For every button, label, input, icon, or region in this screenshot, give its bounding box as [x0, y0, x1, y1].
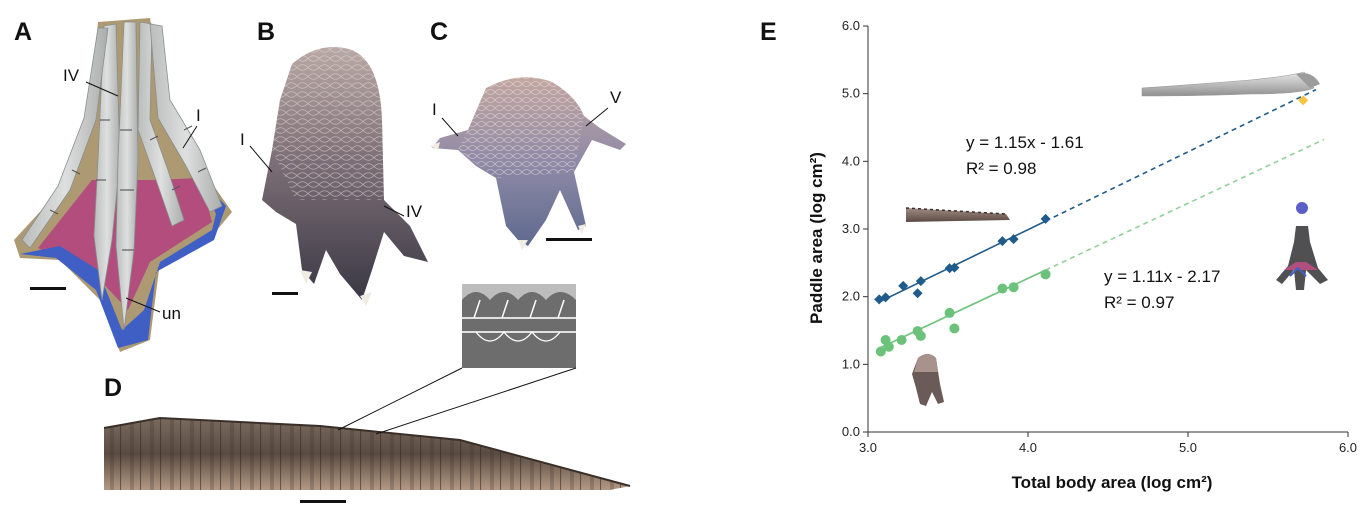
- data-point-circle: [896, 334, 907, 345]
- label-a-digit-i: I: [196, 106, 201, 125]
- data-point-highlight: [1298, 95, 1309, 106]
- panel-b-leaders: [249, 145, 405, 217]
- whale-paddle-illustration: [1141, 71, 1320, 97]
- panel-c-webbed-foot: [430, 77, 626, 250]
- panel-d-tail: [103, 284, 631, 503]
- panel-label-c: C: [430, 18, 449, 46]
- y-tick-label: 2.0: [842, 289, 860, 304]
- data-point-circle: [1040, 269, 1051, 280]
- data-point-circle: [944, 307, 955, 318]
- fit-line-dashed-0: [1045, 88, 1317, 222]
- data-point-circle: [915, 330, 926, 341]
- data-point-diamond: [1008, 234, 1019, 245]
- panel-a-skeletal-foot: [14, 18, 232, 352]
- chart-fit-lines: [878, 88, 1325, 349]
- r2-series-dark: R² = 0.98: [966, 159, 1036, 178]
- y-tick-label: 1.0: [842, 356, 860, 371]
- data-point-circle: [875, 346, 886, 357]
- equation-series-green: y = 1.11x - 2.17: [1104, 267, 1220, 286]
- fit-line-solid-1: [880, 269, 1046, 349]
- chart-y-axis-label: Paddle area (log cm²): [807, 152, 826, 324]
- data-point-diamond: [949, 262, 960, 273]
- fit-line-solid-0: [878, 220, 1046, 303]
- label-a-digit-iv: IV: [63, 66, 80, 85]
- chart-points: [874, 95, 1309, 357]
- data-point-circle: [883, 341, 894, 352]
- x-tick-label: 5.0: [1179, 440, 1197, 455]
- webbed-foot-illustration: [1276, 202, 1328, 290]
- panel-label-a: A: [14, 18, 33, 46]
- panel-label-d: D: [104, 374, 123, 402]
- x-tick-label: 4.0: [1019, 440, 1037, 455]
- data-point-diamond: [915, 276, 926, 287]
- data-point-diamond: [898, 280, 909, 291]
- y-tick-label: 0.0: [842, 424, 860, 439]
- label-c-digit-v: V: [610, 88, 622, 107]
- y-tick-label: 5.0: [842, 86, 860, 101]
- small-foot-illustration: [912, 354, 944, 406]
- x-tick-label: 3.0: [859, 440, 877, 455]
- panel-a-leaders: [85, 81, 198, 313]
- chart-ticks: 3.0 4.0 5.0 6.0 0.0 1.0 2.0 3.0 4.0 5.0 6.0: [842, 18, 1357, 455]
- data-point-diamond: [1040, 213, 1051, 224]
- data-point-diamond: [880, 292, 891, 303]
- data-point-diamond: [997, 236, 1008, 247]
- x-tick-label: 6.0: [1339, 440, 1357, 455]
- panel-e-chart: 3.0 4.0 5.0 6.0 0.0 1.0 2.0 3.0 4.0 5.0 6.0 Total …: [807, 18, 1357, 492]
- label-c-digit-i: I: [432, 100, 437, 119]
- panel-b-fleshed-foot: [262, 47, 428, 306]
- y-tick-label: 3.0: [842, 221, 860, 236]
- y-tick-label: 4.0: [842, 153, 860, 168]
- data-point-circle: [997, 283, 1008, 294]
- panel-label-b: B: [257, 18, 276, 46]
- panel-label-e: E: [760, 18, 777, 46]
- equation-series-dark: y = 1.15x - 1.61: [966, 133, 1084, 152]
- chart-x-axis-label: Total body area (log cm²): [1012, 473, 1213, 492]
- y-tick-label: 6.0: [842, 18, 860, 33]
- data-point-circle: [949, 323, 960, 334]
- small-tail-illustration: [905, 207, 1010, 222]
- panel-c-leaders: [441, 107, 609, 137]
- label-b-digit-i: I: [240, 130, 245, 149]
- fit-line-dashed-1: [1045, 138, 1325, 271]
- data-point-circle: [1008, 282, 1019, 293]
- label-a-ungual: un: [162, 304, 181, 323]
- label-b-digit-iv: IV: [406, 202, 423, 221]
- tail-cross-section-inset: [462, 284, 576, 368]
- r2-series-green: R² = 0.97: [1104, 293, 1174, 312]
- data-point-diamond: [912, 288, 923, 299]
